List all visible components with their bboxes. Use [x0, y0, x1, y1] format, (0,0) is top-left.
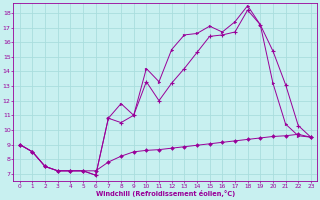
X-axis label: Windchill (Refroidissement éolien,°C): Windchill (Refroidissement éolien,°C)	[96, 190, 235, 197]
